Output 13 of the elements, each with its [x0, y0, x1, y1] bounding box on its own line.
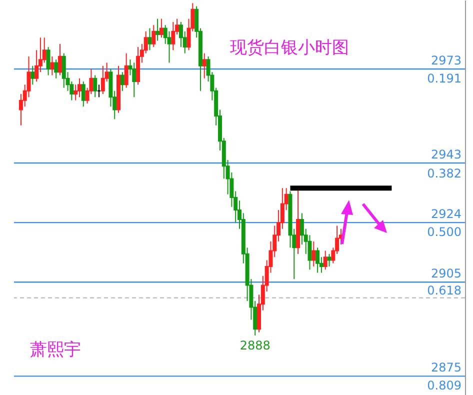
y2-tick-label: 0.382 — [427, 166, 462, 180]
y-tick-label: 2905 — [430, 266, 462, 281]
y2-tick-label: 0.191 — [427, 72, 462, 86]
y2-tick-label: 0.809 — [427, 378, 462, 393]
annotation: 2888 — [240, 338, 270, 352]
y-tick-label: 2875 — [430, 360, 462, 375]
y-tick-label: 2924 — [430, 207, 462, 222]
y-tick-label: 2943 — [430, 148, 462, 162]
y2-tick-label: 0.500 — [427, 225, 462, 240]
annotation: 萧熙宇 — [30, 340, 81, 360]
y2-tick-label: 0.618 — [427, 284, 462, 298]
annotation: 现货白银小时图 — [230, 38, 349, 58]
y-tick-label: 2973 — [430, 53, 462, 68]
